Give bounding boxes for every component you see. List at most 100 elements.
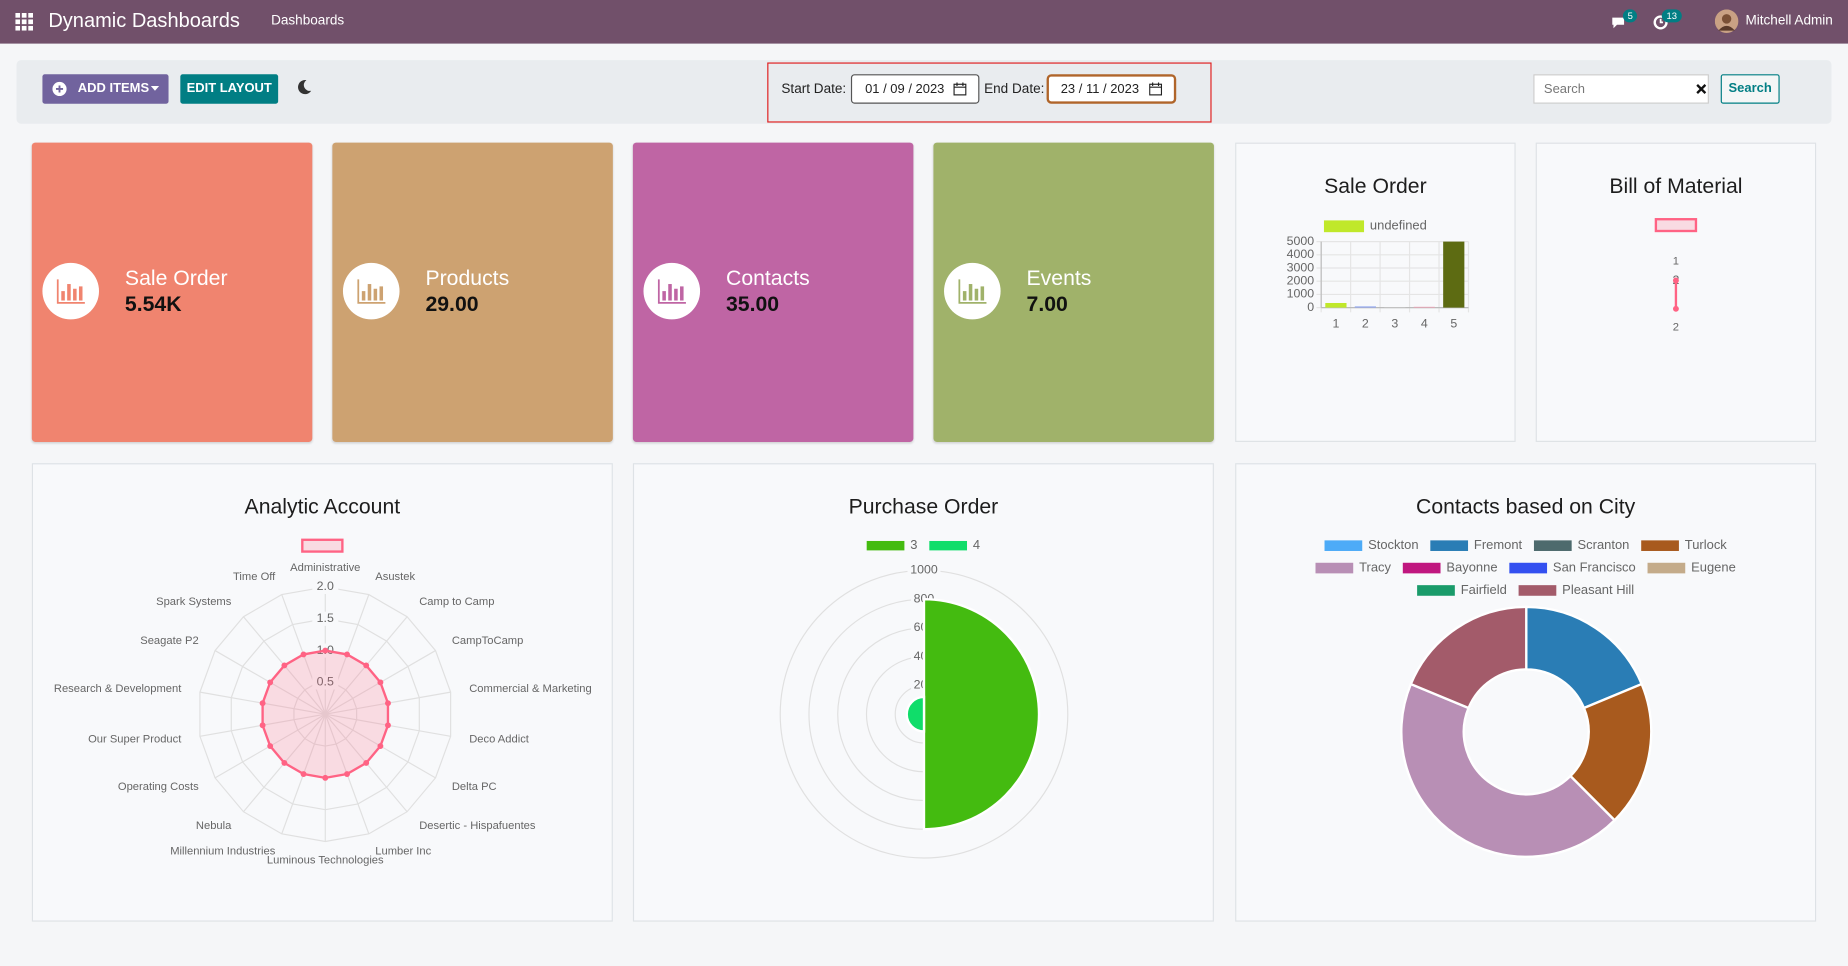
category-label: Time Off bbox=[233, 571, 276, 583]
legend-label: Eugene bbox=[1691, 559, 1736, 574]
start-date-input[interactable]: 01 / 09 / 2023 bbox=[850, 74, 980, 104]
avatar[interactable] bbox=[1714, 9, 1739, 33]
kpi-tile[interactable]: Contacts 35.00 bbox=[632, 142, 914, 442]
category-label: Seagate P2 bbox=[140, 635, 198, 647]
legend-swatch bbox=[929, 540, 968, 551]
chart: Purchase Order342004006008001000 bbox=[779, 496, 1069, 859]
legend-swatch bbox=[1324, 540, 1363, 551]
icon-bar bbox=[367, 284, 372, 301]
tile-value: 35.00 bbox=[725, 292, 780, 316]
chart-title: Purchase Order bbox=[849, 496, 999, 519]
legend-label: Fairfield bbox=[1461, 582, 1507, 597]
legend-item bbox=[1654, 218, 1698, 233]
icon-bar bbox=[361, 291, 366, 301]
bar bbox=[1384, 307, 1406, 308]
chart-title: Analytic Account bbox=[245, 496, 401, 519]
radar-point bbox=[363, 760, 370, 766]
tick-backdrop bbox=[312, 675, 339, 690]
chart-card: Sale Order undefined 0 1000 2000 3000 4000 5000… bbox=[1235, 142, 1516, 442]
chart: Sale Order undefined 010002000300040005000… bbox=[1287, 175, 1470, 330]
end-date-label: End Date: bbox=[984, 82, 1045, 97]
start-date-label: Start Date: bbox=[781, 82, 847, 97]
legend-label: Fremont bbox=[1474, 537, 1523, 552]
tick-label: 1.5 bbox=[317, 611, 334, 625]
input-value: 01 / 09 / 2023 bbox=[865, 82, 945, 97]
legend-label: Tracy bbox=[1359, 559, 1391, 574]
calendar-icon[interactable] bbox=[953, 82, 967, 96]
legend-label: Turlock bbox=[1685, 537, 1728, 552]
radar-point bbox=[259, 700, 266, 707]
activities-badge: 13 bbox=[1661, 9, 1682, 23]
legend-swatch bbox=[1402, 562, 1441, 574]
kpi-tile[interactable]: Products 29.00 bbox=[332, 142, 613, 442]
icon-bar bbox=[67, 284, 71, 301]
icon-bar bbox=[61, 291, 65, 301]
legend-item: Bayonne bbox=[1402, 559, 1498, 574]
legend-item: Tracy bbox=[1315, 559, 1392, 574]
apps-icon[interactable] bbox=[15, 12, 33, 31]
legend-label: Bayonne bbox=[1446, 559, 1497, 574]
legend-swatch bbox=[1323, 220, 1365, 233]
radar-area bbox=[261, 649, 390, 780]
messages-badge: 5 bbox=[1622, 9, 1638, 23]
bar bbox=[1443, 241, 1465, 308]
icon-bar bbox=[962, 291, 967, 301]
calendar-icon[interactable] bbox=[1149, 82, 1163, 96]
legend-item: 4 bbox=[929, 537, 980, 552]
tick-label: 1000 bbox=[910, 563, 938, 577]
polar-sector bbox=[922, 598, 1041, 831]
edit-layout-button[interactable]: EDIT LAYOUT bbox=[180, 74, 279, 104]
radar-point bbox=[1672, 305, 1679, 312]
x-tick-label: 4 bbox=[1421, 316, 1428, 330]
search-input[interactable]: Search bbox=[1533, 74, 1709, 104]
search-placeholder: Search bbox=[1543, 82, 1586, 97]
legend-item: Pleasant Hill bbox=[1518, 582, 1634, 597]
tile-icon bbox=[342, 262, 400, 320]
radar-point bbox=[1672, 277, 1679, 284]
kpi-tile[interactable]: Events 7.00 bbox=[933, 142, 1214, 442]
legend-swatch bbox=[1417, 585, 1455, 596]
clear-icon[interactable] bbox=[1696, 84, 1707, 95]
category-label: Asustek bbox=[375, 571, 415, 583]
legend-swatch bbox=[1654, 218, 1698, 233]
legend-label: San Francisco bbox=[1553, 559, 1636, 574]
tile-title: Products bbox=[425, 266, 510, 290]
activities-icon[interactable] bbox=[1652, 14, 1669, 30]
user-name[interactable]: Mitchell Admin bbox=[1745, 14, 1833, 29]
tile-value: 7.00 bbox=[1026, 292, 1068, 316]
search-button[interactable]: Search bbox=[1720, 74, 1780, 104]
radar-point bbox=[259, 722, 266, 729]
bar bbox=[1413, 306, 1435, 308]
button-label: ADD ITEMS bbox=[77, 81, 150, 96]
bar bbox=[1325, 302, 1347, 308]
radar-point bbox=[385, 700, 391, 707]
category-label: Deco Addict bbox=[469, 734, 530, 746]
icon-bar bbox=[974, 288, 979, 301]
messages-icon[interactable] bbox=[1610, 14, 1627, 30]
legend-swatch bbox=[1509, 562, 1548, 574]
radar-point bbox=[363, 662, 370, 669]
legend-item: 3 bbox=[866, 537, 918, 552]
end-date-input[interactable]: 23 / 11 / 2023 bbox=[1046, 74, 1177, 104]
radar-point bbox=[322, 647, 329, 654]
icon-bar bbox=[674, 288, 678, 301]
bar bbox=[1354, 306, 1376, 308]
chart-title: Contacts based on City bbox=[1416, 496, 1636, 519]
legend-swatch bbox=[1315, 562, 1354, 574]
theme-toggle[interactable] bbox=[296, 79, 313, 95]
legend-item: Fairfield bbox=[1417, 582, 1507, 597]
add-items-button[interactable]: ADD ITEMS bbox=[42, 74, 169, 104]
kpi-tile[interactable]: Sale Order 5.54K bbox=[31, 142, 313, 442]
category-label: Research & Development bbox=[54, 683, 182, 695]
icon-bar bbox=[980, 286, 985, 301]
caret bbox=[150, 86, 160, 91]
icon-axes bbox=[958, 279, 987, 304]
legend-item: Eugene bbox=[1647, 559, 1736, 574]
app-name[interactable]: Dynamic Dashboards bbox=[48, 9, 240, 32]
menu-item[interactable]: Dashboards bbox=[271, 14, 345, 29]
category-label: Spark Systems bbox=[156, 596, 232, 608]
radar-point bbox=[281, 662, 288, 669]
legend-label: Scranton bbox=[1578, 537, 1630, 552]
tile-title: Contacts bbox=[725, 266, 810, 290]
icon-bar bbox=[668, 284, 672, 301]
